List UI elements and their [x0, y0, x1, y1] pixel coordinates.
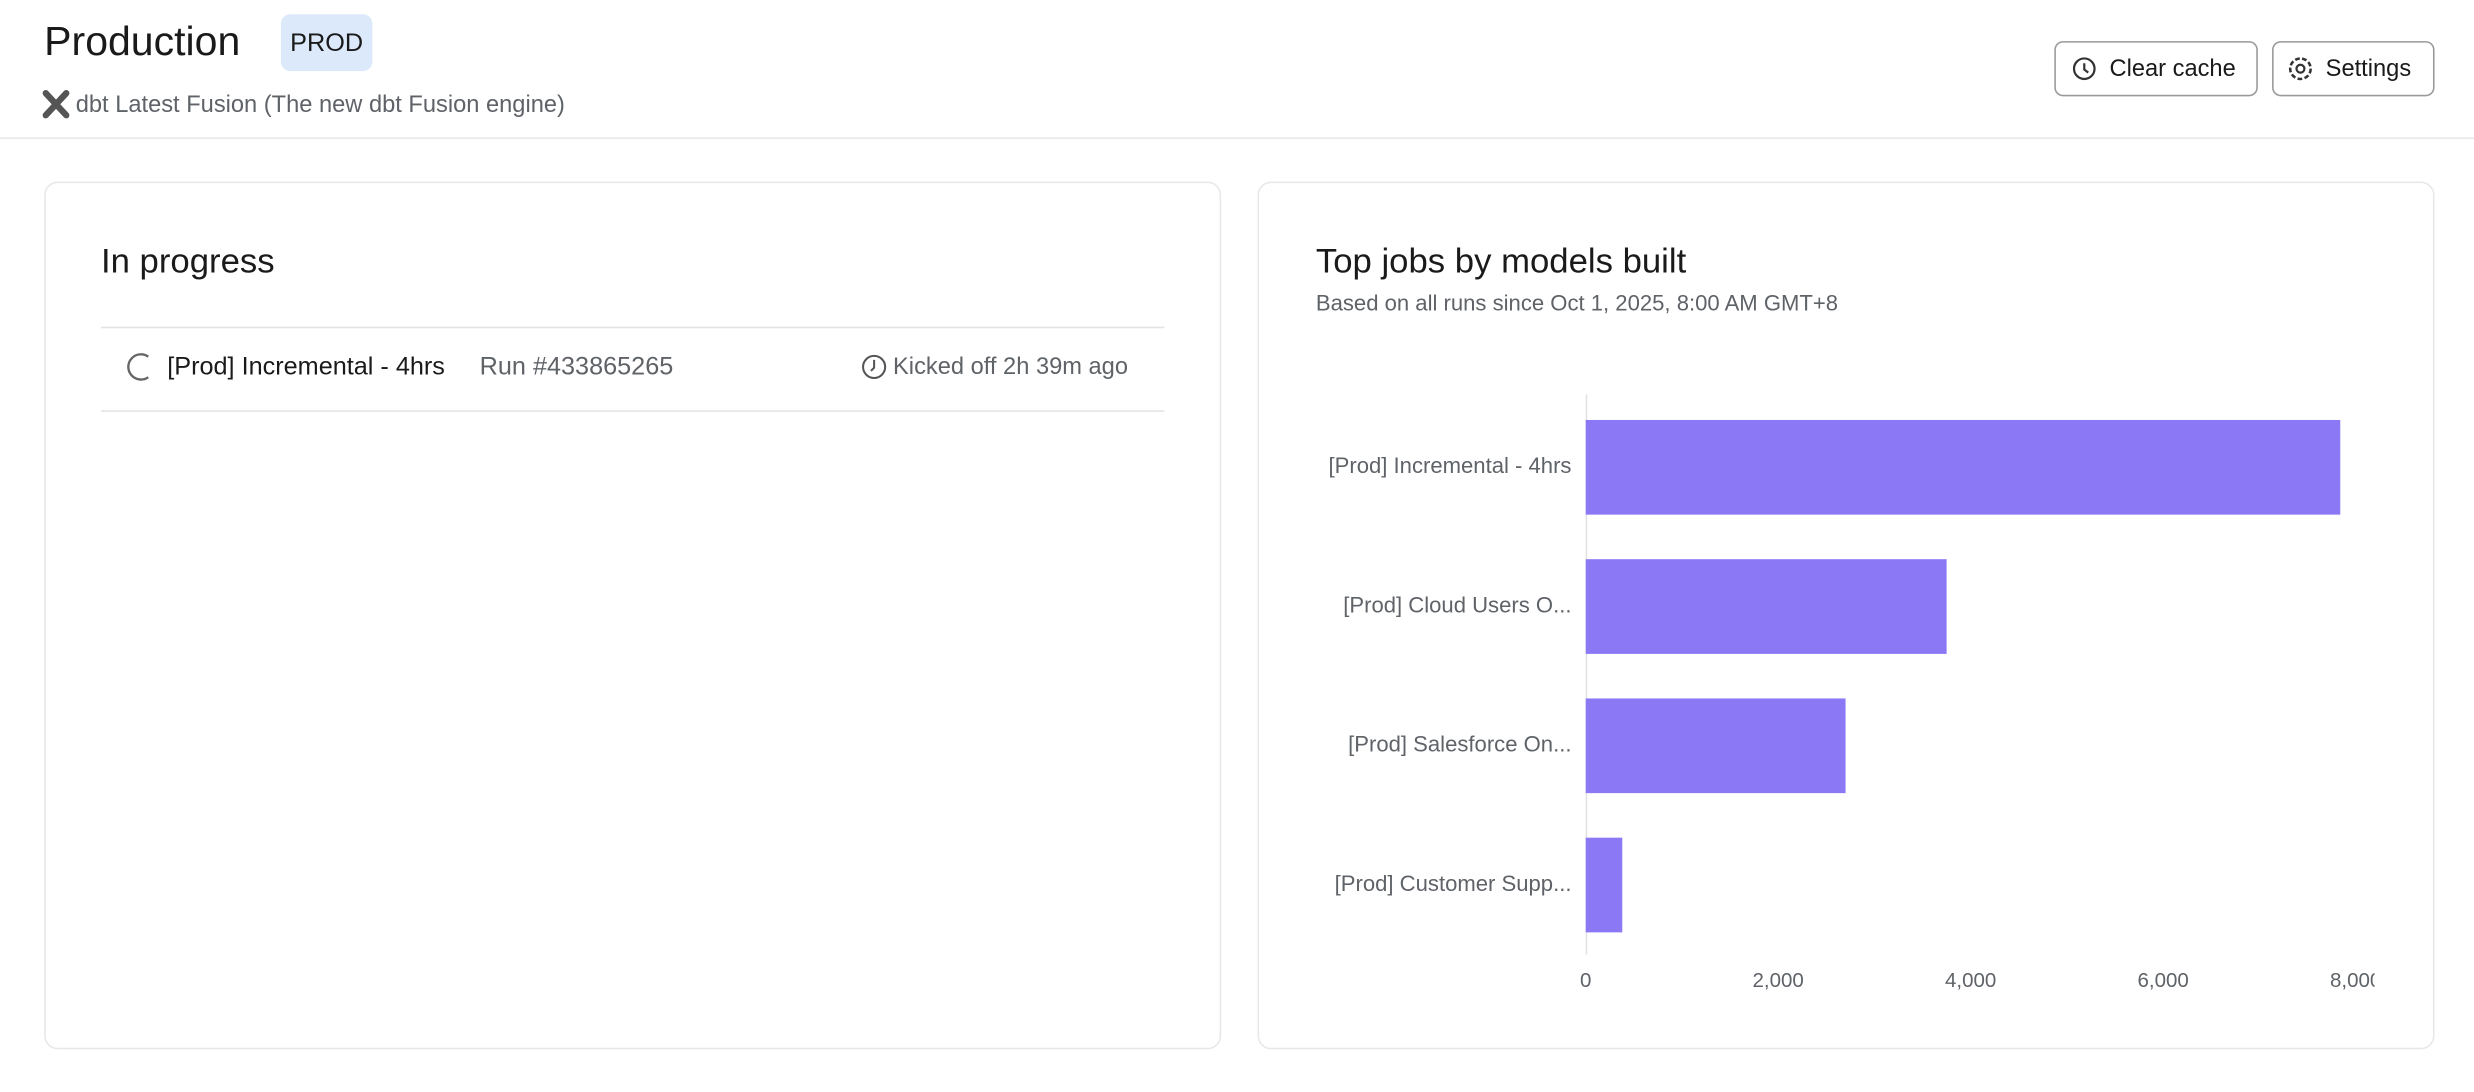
x-tick-label: 8,000: [2330, 969, 2381, 992]
run-id[interactable]: Run #433865265: [480, 352, 674, 380]
x-tick-label: 6,000: [2138, 969, 2189, 992]
button-label[interactable]: Clear cache: [2110, 56, 2236, 82]
settings-button[interactable]: Settings: [2272, 41, 2435, 97]
in-progress-card: [44, 181, 1222, 1050]
bar: [1585, 698, 1846, 794]
chart-title: Top jobs by models built: [1316, 243, 1687, 281]
card-title: In progress: [101, 243, 275, 281]
run-row[interactable]: [Prod] Incremental - 4hrs Run #433865265…: [127, 352, 1128, 381]
env-badge: PROD: [290, 29, 363, 57]
job-name[interactable]: [Prod] Incremental - 4hrs: [167, 352, 445, 380]
y-tick-label: [Prod] Cloud Users O...: [1343, 592, 1571, 617]
plot: 0 2,000 4,000 6,000 8,000 [Prod] Incremental …: [1329, 394, 2381, 992]
x-tick-label: 4,000: [1945, 969, 1996, 992]
button-label[interactable]: Settings: [2326, 56, 2411, 82]
y-tick-label: [Prod] Customer Supp...: [1335, 871, 1572, 896]
clear-cache-button[interactable]: Clear cache: [2054, 41, 2258, 97]
clock-icon: [862, 354, 887, 379]
y-tick-label: [Prod] Incremental - 4hrs: [1329, 453, 1572, 478]
y-tick-label: [Prod] Salesforce On...: [1348, 732, 1571, 757]
chart-subtitle: Based on all runs since Oct 1, 2025, 8:0…: [1316, 290, 1838, 315]
run-status: Kicked off 2h 39m ago: [893, 354, 1128, 380]
bar: [1585, 837, 1623, 933]
env-subtitle: dbt Latest Fusion (The new dbt Fusion en…: [76, 92, 565, 118]
badge-bg: [280, 14, 373, 72]
x-tick-label: 2,000: [1753, 969, 1804, 992]
page-title: Production: [44, 18, 240, 64]
spinner: [127, 353, 150, 381]
bar: [1585, 419, 2341, 515]
dbt-icon: [42, 90, 70, 119]
x-tick-label: 0: [1580, 969, 1591, 992]
bar: [1585, 559, 1947, 654]
